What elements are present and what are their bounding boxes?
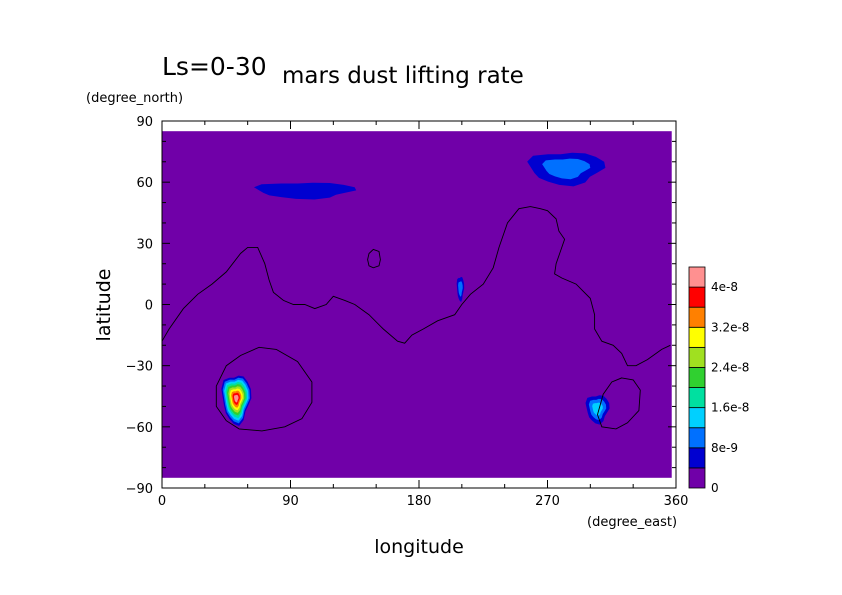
colorbar-label: 0 — [711, 481, 719, 495]
y-tick-label: 90 — [136, 115, 153, 130]
chart-title: mars dust lifting rate — [282, 63, 524, 89]
colorbar-swatch — [688, 447, 706, 469]
colorbar-swatch — [688, 266, 706, 288]
y-units-label: (degree_north) — [86, 91, 183, 106]
x-tick-label: 360 — [664, 494, 689, 509]
colorbar-label: 8e-9 — [711, 441, 738, 455]
colorbar-label: 4e-8 — [711, 280, 738, 294]
x-axis-label: longitude — [374, 536, 464, 558]
contour-lines — [161, 206, 671, 432]
field-background — [162, 131, 672, 478]
colorbar-swatch — [688, 467, 706, 489]
y-tick-labels: −90 −60 −30 0 30 60 90 — [126, 115, 153, 497]
colorbar-label: 1.6e-8 — [711, 401, 749, 415]
small-ring-contour — [367, 248, 381, 269]
x-units-label: (degree_east) — [587, 515, 677, 530]
colorbar-swatch — [688, 326, 706, 348]
region-southern-crescent-west-level-10 — [233, 394, 239, 403]
colorbar-swatch — [688, 286, 706, 308]
colorbar-swatch — [688, 427, 706, 449]
colorbar: 4e-8 3.2e-8 2.4e-8 1.6e-8 8e-9 0 — [688, 266, 749, 495]
region-north-band-east-level-2 — [542, 158, 591, 180]
x-tick-labels: 0 90 180 270 360 — [158, 494, 689, 509]
plot-field — [162, 131, 672, 478]
y-tick-label: 30 — [136, 237, 153, 252]
region-north-band-west-level-1 — [253, 182, 357, 200]
southern-ring-contour-east — [597, 377, 641, 430]
colorbar-label: 2.4e-8 — [711, 360, 749, 374]
x-tick-label: 0 — [158, 494, 166, 509]
topography-contour-main — [161, 206, 671, 367]
y-tick-label: −90 — [126, 482, 153, 497]
y-tick-label: 0 — [145, 299, 153, 314]
chart-title-prefix: Ls=0-30 — [162, 52, 267, 81]
y-tick-label: 60 — [136, 176, 153, 191]
colorbar-swatch — [688, 407, 706, 429]
x-tick-label: 270 — [535, 494, 560, 509]
colorbar-swatch — [688, 306, 706, 328]
y-axis-label: latitude — [93, 269, 115, 342]
colorbar-label: 3.2e-8 — [711, 320, 749, 334]
y-tick-label: −30 — [126, 360, 153, 375]
colorbar-swatch — [688, 367, 706, 388]
region-tharsis-spot-level-2 — [458, 281, 463, 297]
x-tick-label: 90 — [282, 494, 299, 509]
axis-ticks — [161, 120, 677, 489]
x-tick-label: 180 — [407, 494, 432, 509]
southern-ring-contour-west — [215, 346, 313, 432]
y-tick-label: −60 — [126, 421, 153, 436]
colorbar-swatch — [688, 346, 706, 368]
colorbar-swatch — [688, 387, 706, 409]
